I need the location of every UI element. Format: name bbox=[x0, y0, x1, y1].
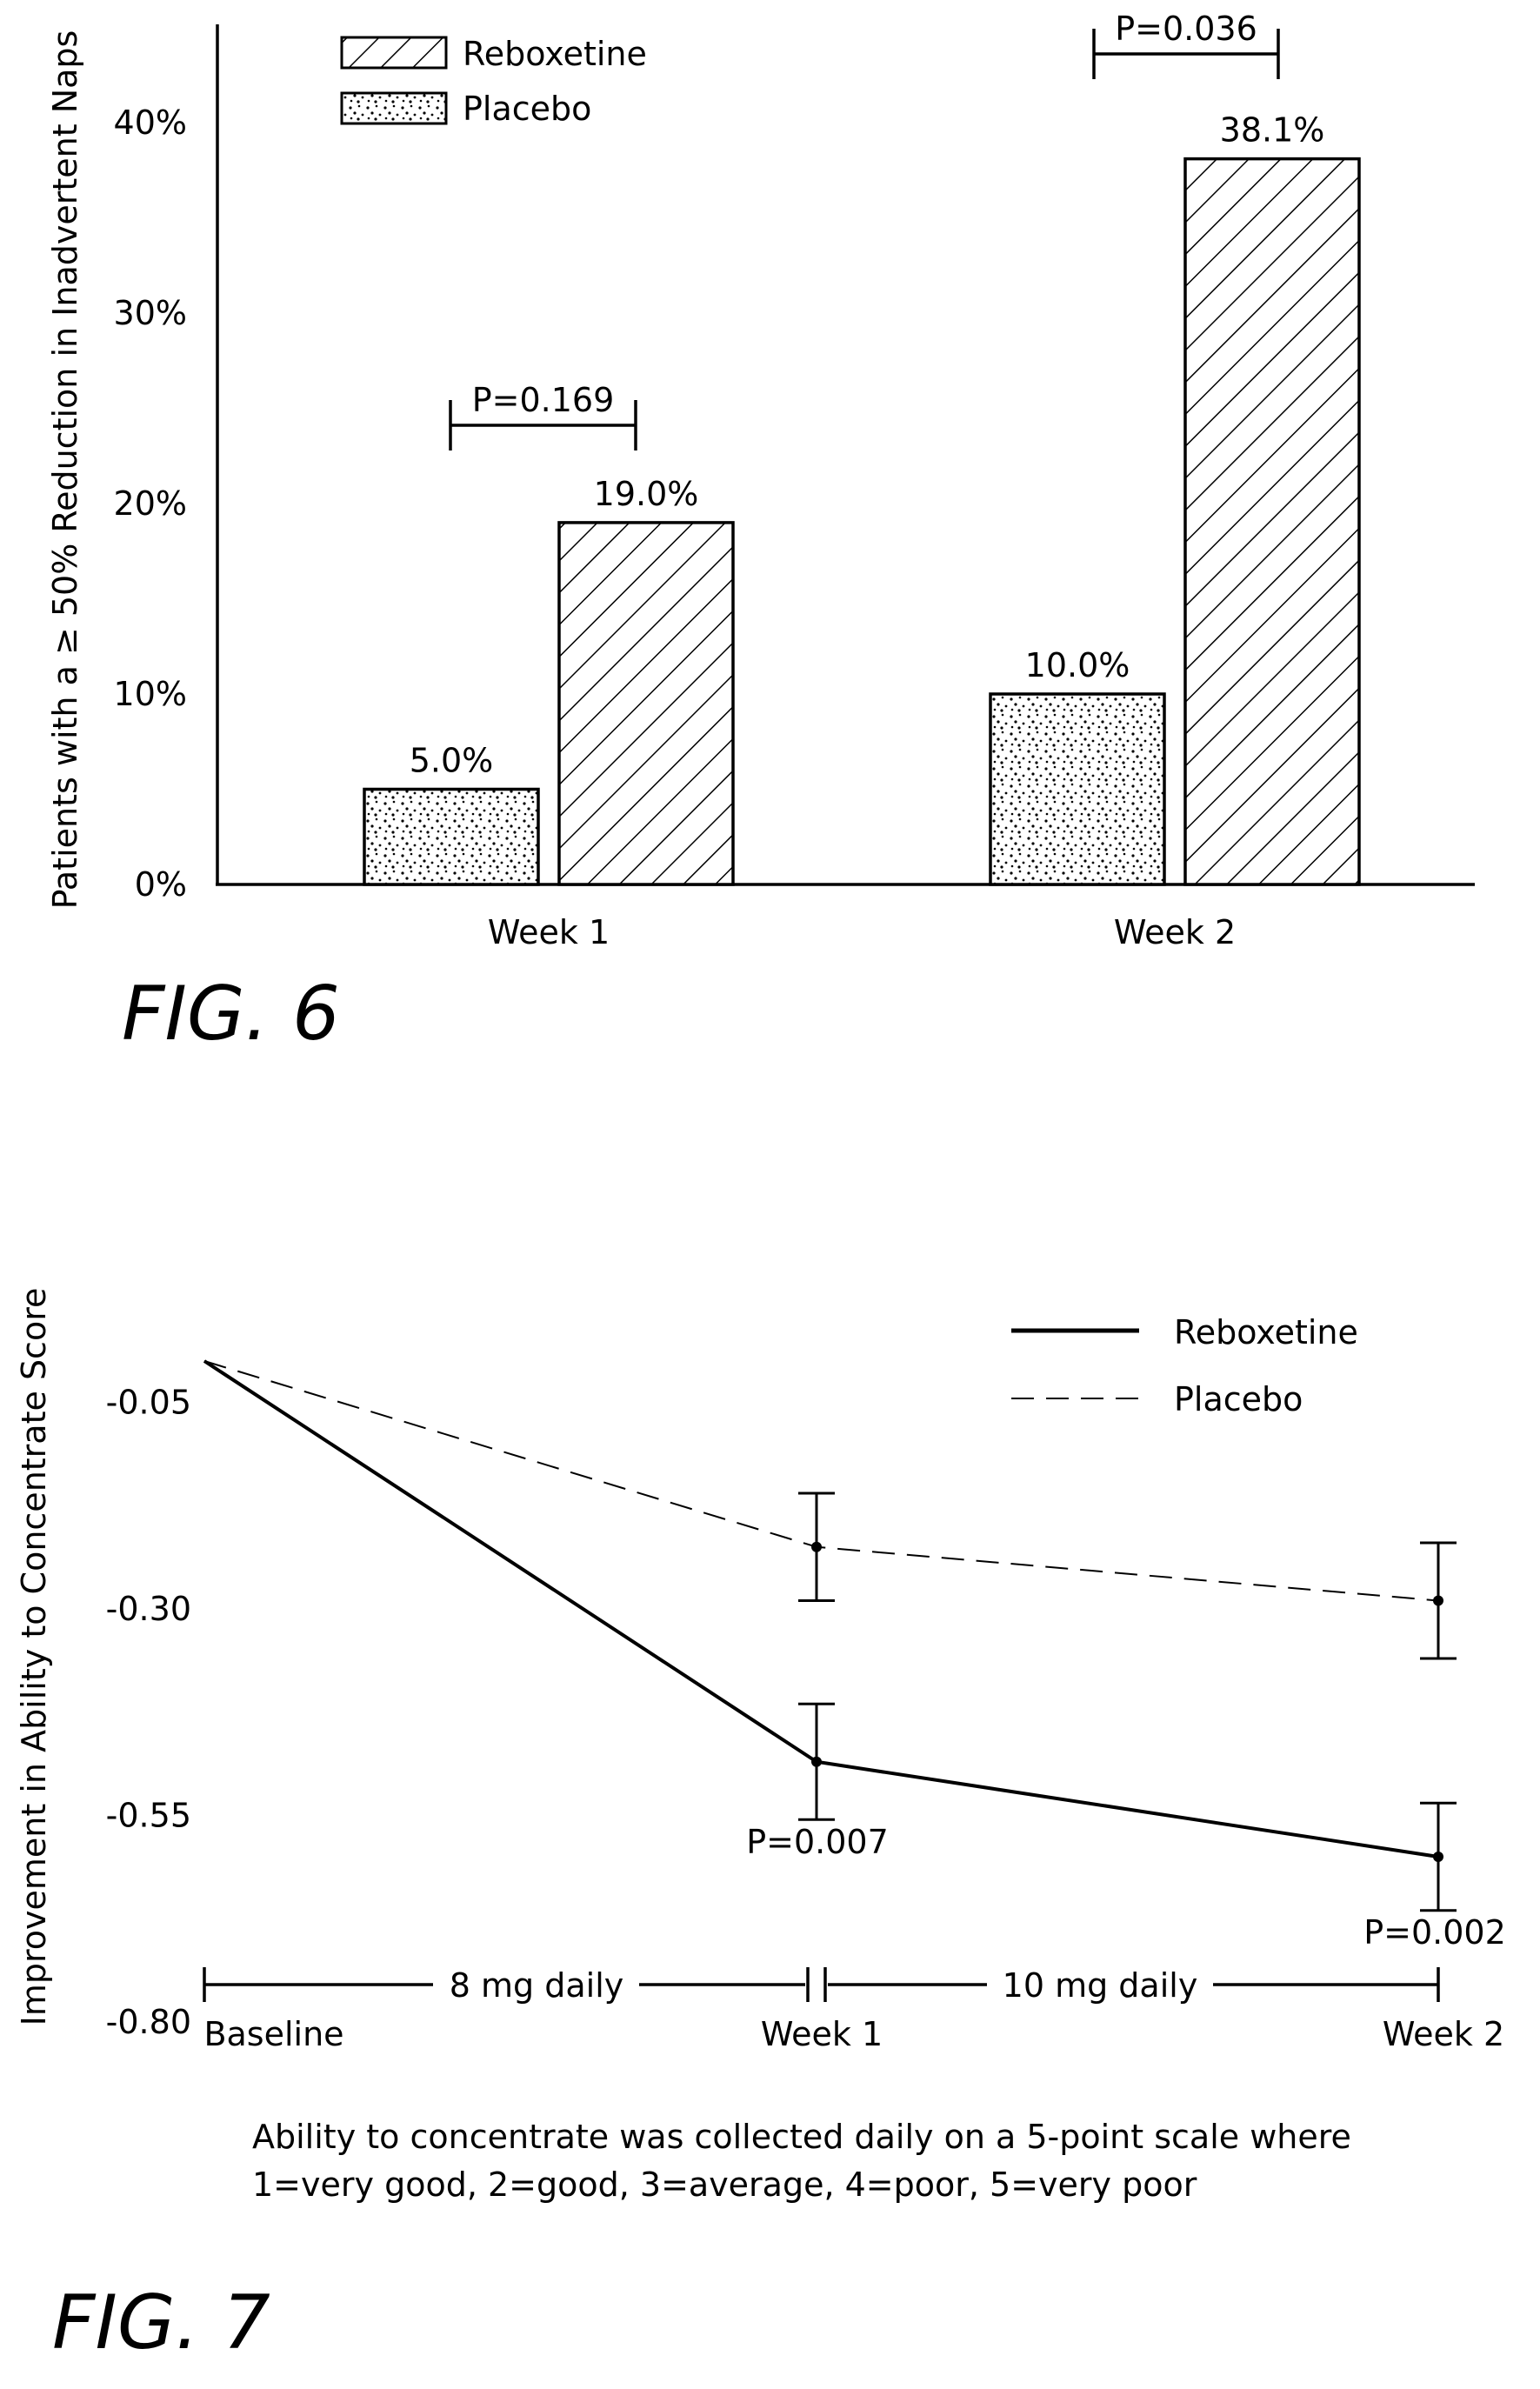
fig6-x-tick-labels: Week 1 Week 2 bbox=[488, 913, 1236, 951]
fig7-point-reboxetine bbox=[811, 1756, 822, 1767]
fig7-footnote-line-2: 1=very good, 2=good, 3=average, 4=poor, … bbox=[252, 2165, 1197, 2204]
fig7-x-tick-label: Week 1 bbox=[761, 2015, 883, 2053]
fig6-bar-placebo-week-2 bbox=[989, 692, 1166, 886]
fig6-legend-label-placebo: Placebo bbox=[463, 90, 591, 128]
fig7-series-lines bbox=[203, 1359, 1457, 1912]
fig7-point-placebo bbox=[811, 1541, 822, 1552]
fig6-p-value-label: P=0.036 bbox=[1115, 10, 1257, 48]
fig7-line-chart: Improvement in Ability to Concentrate Sc… bbox=[15, 1288, 1506, 2366]
fig7-legend: Reboxetine Placebo bbox=[1011, 1313, 1358, 1418]
fig6-bar-value-label: 10.0% bbox=[1025, 646, 1130, 684]
fig7-footnote-line-1: Ability to concentrate was collected dai… bbox=[252, 2118, 1351, 2156]
fig6-bar-reboxetine-week-2 bbox=[1183, 157, 1361, 886]
fig6-legend-swatch-reboxetine bbox=[340, 36, 448, 70]
fig7-errorbar-reboxetine bbox=[1420, 1801, 1457, 1912]
fig7-errorbar-placebo bbox=[798, 1491, 835, 1602]
fig7-y-axis-title: Improvement in Ability to Concentrate Sc… bbox=[15, 1288, 53, 2026]
fig6-y-tick-label: 10% bbox=[114, 675, 187, 713]
fig7-figure-label: FIG. 7 bbox=[52, 2279, 270, 2366]
fig7-y-tick-label: -0.30 bbox=[106, 1590, 191, 1628]
fig7-legend-label-placebo: Placebo bbox=[1174, 1380, 1303, 1418]
fig7-p-value-label: P=0.007 bbox=[746, 1823, 889, 1861]
fig6-y-tick-label: 40% bbox=[114, 103, 187, 142]
fig7-p-value-annotations: P=0.007 P=0.002 bbox=[746, 1823, 1506, 1952]
fig6-p-value-label: P=0.169 bbox=[472, 381, 615, 419]
fig6-legend-label-reboxetine: Reboxetine bbox=[463, 35, 647, 73]
fig7-point-placebo bbox=[1433, 1595, 1443, 1606]
fig6-p-value-bracket: P=0.036 bbox=[1092, 10, 1280, 79]
fig6-p-value-brackets: P=0.169 P=0.036 bbox=[449, 10, 1280, 450]
fig6-legend: Reboxetine Placebo bbox=[340, 35, 647, 128]
fig7-x-tick-label: Week 2 bbox=[1383, 2015, 1504, 2053]
fig7-x-tick-labels: Baseline Week 1 Week 2 bbox=[203, 2015, 1504, 2053]
fig6-bars bbox=[363, 157, 1361, 886]
fig6-bar-reboxetine-week-1 bbox=[557, 521, 735, 886]
fig6-bar-placebo-week-1 bbox=[363, 787, 540, 886]
fig7-y-tick-label: -0.55 bbox=[106, 1797, 191, 1835]
fig7-x-axis bbox=[203, 1967, 1440, 2002]
fig6-y-axis-title: Patients with a ≥ 50% Reduction in Inadv… bbox=[46, 30, 84, 910]
fig7-dosing-label-10mg: 10 mg daily bbox=[1003, 1966, 1198, 2005]
fig6-bar-value-labels: 5.0% 10.0% 19.0% 38.1% bbox=[410, 111, 1325, 780]
fig7-legend-label-reboxetine: Reboxetine bbox=[1174, 1313, 1358, 1351]
fig6-figure-label: FIG. 6 bbox=[122, 971, 340, 1058]
fig6-p-value-bracket: P=0.169 bbox=[449, 381, 637, 450]
fig7-y-tick-labels: -0.05 -0.30 -0.55 -0.80 bbox=[106, 1384, 191, 2042]
fig7-p-value-label: P=0.002 bbox=[1363, 1913, 1506, 1952]
fig6-y-tick-label: 0% bbox=[135, 865, 187, 904]
fig6-y-tick-labels: 0% 10% 20% 30% 40% bbox=[114, 103, 187, 904]
fig7-point-reboxetine bbox=[1433, 1852, 1443, 1862]
fig6-bar-value-label: 5.0% bbox=[410, 742, 494, 780]
fig6-bar-chart: Patients with a ≥ 50% Reduction in Inadv… bbox=[46, 10, 1475, 1058]
fig7-y-tick-label: -0.80 bbox=[106, 2003, 191, 2041]
fig6-x-tick-label: Week 1 bbox=[488, 913, 610, 951]
fig6-bar-value-label: 19.0% bbox=[594, 475, 699, 513]
fig6-x-tick-label: Week 2 bbox=[1114, 913, 1236, 951]
fig7-errorbar-reboxetine bbox=[798, 1702, 835, 1821]
fig7-line-reboxetine bbox=[203, 1359, 1439, 1858]
fig6-y-tick-label: 30% bbox=[114, 294, 187, 332]
fig7-x-tick-label: Baseline bbox=[203, 2015, 343, 2053]
fig6-legend-swatch-placebo bbox=[340, 91, 448, 125]
fig7-dosing-label-8mg: 8 mg daily bbox=[450, 1966, 623, 2005]
fig7-errorbar-placebo bbox=[1420, 1541, 1457, 1660]
fig7-y-tick-label: -0.05 bbox=[106, 1384, 191, 1422]
fig6-bar-value-label: 38.1% bbox=[1220, 111, 1325, 150]
fig6-y-tick-label: 20% bbox=[114, 484, 187, 523]
